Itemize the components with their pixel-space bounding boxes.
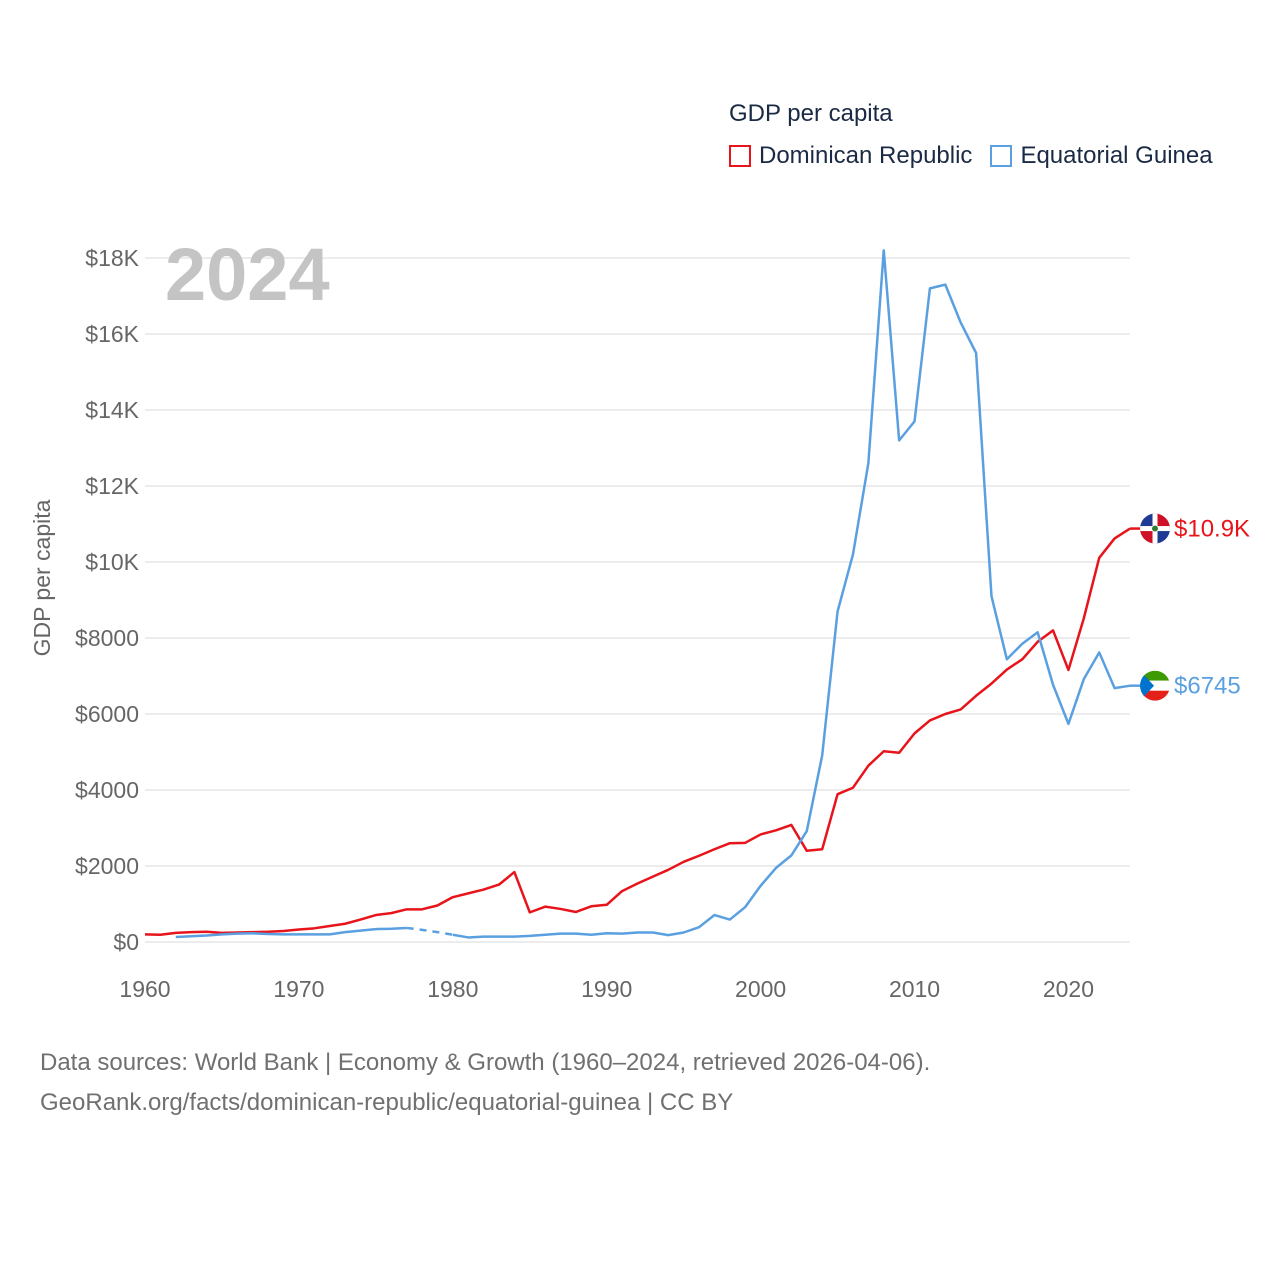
x-tick-label: 2000 bbox=[735, 976, 786, 1002]
legend-title: GDP per capita bbox=[729, 100, 893, 127]
y-tick-label: $12K bbox=[85, 473, 139, 499]
equatorial-guinea-flag-icon bbox=[1140, 670, 1170, 701]
end-label-dominican-republic: $10.9K bbox=[1174, 516, 1250, 543]
end-markers: $10.9K $6745 bbox=[1130, 513, 1250, 701]
y-tick-label: $6000 bbox=[75, 701, 139, 727]
y-tick-label: $4000 bbox=[75, 777, 139, 803]
end-label-equatorial-guinea: $6745 bbox=[1174, 673, 1241, 700]
legend-swatch-dominican-republic bbox=[729, 145, 751, 167]
y-tick-label: $0 bbox=[113, 929, 139, 955]
footer-link[interactable]: GeoRank.org/facts/dominican-republic/equ… bbox=[40, 1089, 734, 1116]
x-tick-label: 1990 bbox=[581, 976, 632, 1002]
x-tick-label: 2010 bbox=[889, 976, 940, 1002]
y-tick-label: $10K bbox=[85, 549, 139, 575]
legend: Dominican Republic Equatorial Guinea bbox=[729, 142, 1231, 170]
y-axis-label: GDP per capita bbox=[29, 499, 55, 656]
legend-item-dominican-republic[interactable]: Dominican Republic bbox=[729, 142, 972, 170]
footer-sources: Data sources: World Bank | Economy & Gro… bbox=[40, 1049, 931, 1076]
legend-item-equatorial-guinea[interactable]: Equatorial Guinea bbox=[990, 142, 1213, 170]
series-line-equatorial-guinea bbox=[175, 926, 407, 939]
y-tick-label: $8000 bbox=[75, 625, 139, 651]
legend-label-dominican-republic: Dominican Republic bbox=[759, 142, 973, 169]
legend-swatch-equatorial-guinea bbox=[990, 145, 1013, 167]
year-label: 2024 bbox=[165, 233, 330, 316]
dominican-republic-flag-icon bbox=[1140, 513, 1170, 544]
y-tick-label: $14K bbox=[85, 397, 139, 423]
grid-lines bbox=[145, 257, 1130, 943]
y-tick-label: $2000 bbox=[75, 853, 139, 879]
series-line-dominican-republic bbox=[144, 527, 1131, 937]
series-line-equatorial-guinea bbox=[452, 249, 1131, 939]
y-axis-ticks: $0 $2000 $4000 $6000 $8000 $10K $12K $14K $16K $1… bbox=[75, 245, 140, 955]
x-tick-label: 2020 bbox=[1043, 976, 1094, 1002]
x-tick-label: 1980 bbox=[427, 976, 478, 1002]
x-tick-label: 1970 bbox=[273, 976, 324, 1002]
x-tick-label: 1960 bbox=[119, 976, 170, 1002]
legend-label-equatorial-guinea: Equatorial Guinea bbox=[1020, 142, 1213, 169]
y-tick-label: $16K bbox=[85, 321, 139, 347]
footer: Data sources: World Bank | Economy & Gro… bbox=[40, 1043, 930, 1123]
series-line-equatorial-guinea bbox=[406, 926, 454, 937]
x-axis-ticks: 1960 1970 1980 1990 2000 2010 2020 bbox=[119, 976, 1094, 1002]
y-tick-label: $18K bbox=[85, 245, 139, 271]
series-lines bbox=[144, 249, 1131, 939]
